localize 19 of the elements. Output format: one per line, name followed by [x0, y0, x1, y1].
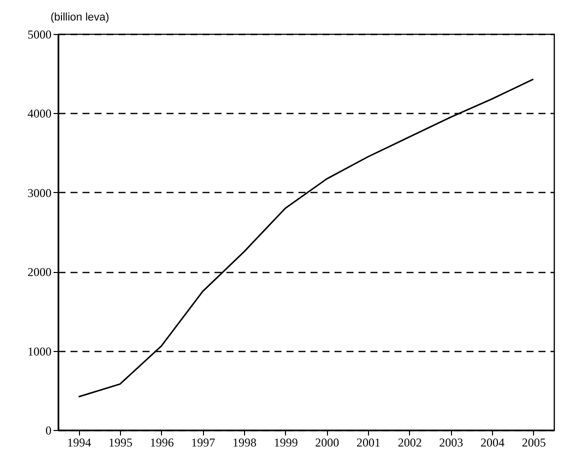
y-tick-label: 3000: [28, 186, 52, 200]
x-tick-label: 2004: [480, 436, 504, 450]
x-tick-label: 1999: [274, 436, 298, 450]
x-tick-label: 1996: [150, 436, 174, 450]
x-tick-label: 2001: [356, 436, 380, 450]
x-tick-label: 2002: [398, 436, 422, 450]
y-tick-label: 4000: [28, 106, 52, 121]
y-tick-label: 0: [46, 424, 52, 438]
x-tick-label: 2000: [315, 436, 340, 450]
x-tick-label: 1998: [232, 436, 256, 450]
x-tick-label: 1997: [191, 436, 216, 450]
x-tick-label: 1994: [67, 436, 92, 450]
y-axis-title: (billion leva): [50, 12, 110, 24]
y-tick-label: 2000: [28, 265, 52, 280]
x-tick-label: 2005: [522, 436, 546, 450]
y-tick-label: 1000: [28, 344, 52, 358]
x-tick-label: 1995: [108, 436, 132, 450]
x-tick-label: 2003: [439, 436, 464, 450]
y-tick-label: 5000: [28, 28, 52, 42]
